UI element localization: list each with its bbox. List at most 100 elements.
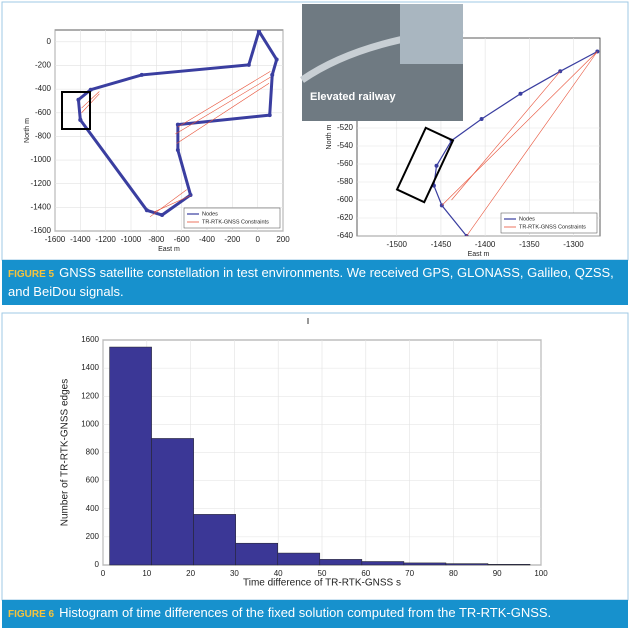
caption-text: GNSS satellite constellation in test env… bbox=[8, 265, 614, 299]
bar bbox=[361, 561, 405, 566]
photo-label: Elevated railway bbox=[310, 91, 396, 103]
node bbox=[78, 117, 83, 122]
node bbox=[160, 213, 165, 218]
constraint bbox=[175, 77, 271, 135]
node bbox=[246, 62, 251, 67]
y-tick-label: -560 bbox=[337, 159, 354, 168]
node bbox=[139, 72, 144, 77]
y-tick-label: -1400 bbox=[31, 202, 52, 211]
x-tick-label: 100 bbox=[534, 569, 548, 578]
x-axis-label: East m bbox=[158, 246, 180, 253]
x-tick-label: -1300 bbox=[563, 240, 584, 249]
x-tick-label: -200 bbox=[224, 235, 241, 244]
y-tick-label: 400 bbox=[86, 504, 100, 513]
legend-label: Nodes bbox=[202, 211, 218, 217]
x-tick-label: 30 bbox=[230, 569, 239, 578]
constraint bbox=[441, 51, 598, 206]
x-tick-label: 70 bbox=[405, 569, 414, 578]
figure-label: FIGURE 5 bbox=[8, 269, 55, 280]
bar bbox=[235, 542, 279, 566]
x-axis-label: Time difference of TR-RTK-GNSS s bbox=[243, 578, 401, 589]
y-tick-label: 0 bbox=[47, 37, 52, 46]
figure6-caption: FIGURE 6 Histogram of time differences of… bbox=[2, 600, 628, 628]
bar bbox=[109, 346, 152, 566]
y-tick-label: -1600 bbox=[31, 226, 52, 235]
x-tick-label: -600 bbox=[174, 235, 191, 244]
highlight-box bbox=[395, 126, 455, 204]
y-tick-label: -640 bbox=[337, 231, 354, 240]
y-tick-label: -800 bbox=[35, 132, 52, 141]
y-tick-label: -620 bbox=[337, 213, 354, 222]
legend bbox=[183, 207, 281, 229]
bar bbox=[193, 514, 236, 566]
x-tick-label: 90 bbox=[493, 569, 502, 578]
constraint bbox=[177, 71, 271, 128]
node bbox=[274, 57, 279, 62]
node bbox=[144, 208, 149, 213]
x-tick-label: -800 bbox=[148, 235, 165, 244]
y-tick-label: 1600 bbox=[81, 335, 99, 344]
node bbox=[518, 91, 523, 96]
x-tick-label: 80 bbox=[449, 569, 458, 578]
x-axis-label: East m bbox=[468, 251, 490, 258]
x-tick-label: 60 bbox=[361, 569, 370, 578]
x-tick-label: -1400 bbox=[475, 240, 496, 249]
node bbox=[434, 163, 439, 168]
x-tick-label: 0 bbox=[255, 235, 260, 244]
node bbox=[256, 30, 261, 34]
highlight-box bbox=[61, 91, 91, 130]
caption-text: Histogram of time differences of the fix… bbox=[59, 605, 552, 620]
node bbox=[175, 148, 180, 153]
x-tick-label: 10 bbox=[142, 569, 151, 578]
y-tick-label: -200 bbox=[35, 61, 52, 70]
y-tick-label: 0 bbox=[95, 560, 100, 569]
y-tick-label: 600 bbox=[86, 476, 100, 485]
y-tick-label: 1400 bbox=[81, 363, 99, 372]
y-tick-label: 200 bbox=[86, 532, 100, 541]
bar bbox=[151, 438, 194, 566]
plot-group bbox=[76, 30, 279, 218]
x-tick-label: -1200 bbox=[95, 235, 116, 244]
bar bbox=[403, 562, 447, 566]
figure5-caption: FIGURE 5 GNSS satellite constellation in … bbox=[2, 260, 628, 305]
bar bbox=[277, 552, 321, 566]
x-tick-label: 200 bbox=[276, 235, 290, 244]
y-tick-label: -580 bbox=[337, 177, 354, 186]
node bbox=[175, 122, 180, 127]
x-tick-label: -1000 bbox=[121, 235, 142, 244]
legend-label: Nodes bbox=[519, 216, 535, 222]
y-tick-label: 1200 bbox=[81, 391, 99, 400]
constraint bbox=[451, 71, 561, 201]
x-tick-label: 20 bbox=[186, 569, 195, 578]
y-tick-label: -1200 bbox=[31, 179, 52, 188]
x-tick-label: 40 bbox=[274, 569, 283, 578]
y-tick-label: 800 bbox=[86, 448, 100, 457]
node bbox=[267, 113, 272, 118]
x-tick-label: -1450 bbox=[431, 240, 452, 249]
y-axis-label: North m bbox=[24, 118, 31, 143]
node bbox=[479, 117, 484, 121]
bar bbox=[319, 559, 363, 566]
y-tick-label: -1000 bbox=[31, 155, 52, 164]
y-tick-label: -540 bbox=[337, 141, 354, 150]
y-tick-label: 1000 bbox=[81, 419, 99, 428]
x-tick-label: -1350 bbox=[519, 240, 540, 249]
y-tick-label: -400 bbox=[35, 84, 52, 93]
bar bbox=[487, 564, 531, 566]
legend-label: TR-RTK-GNSS Constraints bbox=[202, 219, 269, 225]
legend bbox=[500, 212, 598, 234]
y-axis-label: Number of TR-RTK-GNSS edges bbox=[60, 379, 71, 526]
node bbox=[76, 97, 81, 102]
node bbox=[88, 87, 93, 92]
y-tick-label: -520 bbox=[337, 123, 354, 132]
constraint bbox=[149, 189, 187, 218]
x-tick-label: -1500 bbox=[387, 240, 408, 249]
constraint bbox=[466, 51, 598, 236]
x-tick-label: -1400 bbox=[70, 235, 91, 244]
x-tick-label: -1600 bbox=[45, 235, 66, 244]
bar bbox=[445, 563, 489, 566]
plot-area bbox=[54, 29, 284, 232]
y-axis-label: North m bbox=[326, 124, 333, 149]
